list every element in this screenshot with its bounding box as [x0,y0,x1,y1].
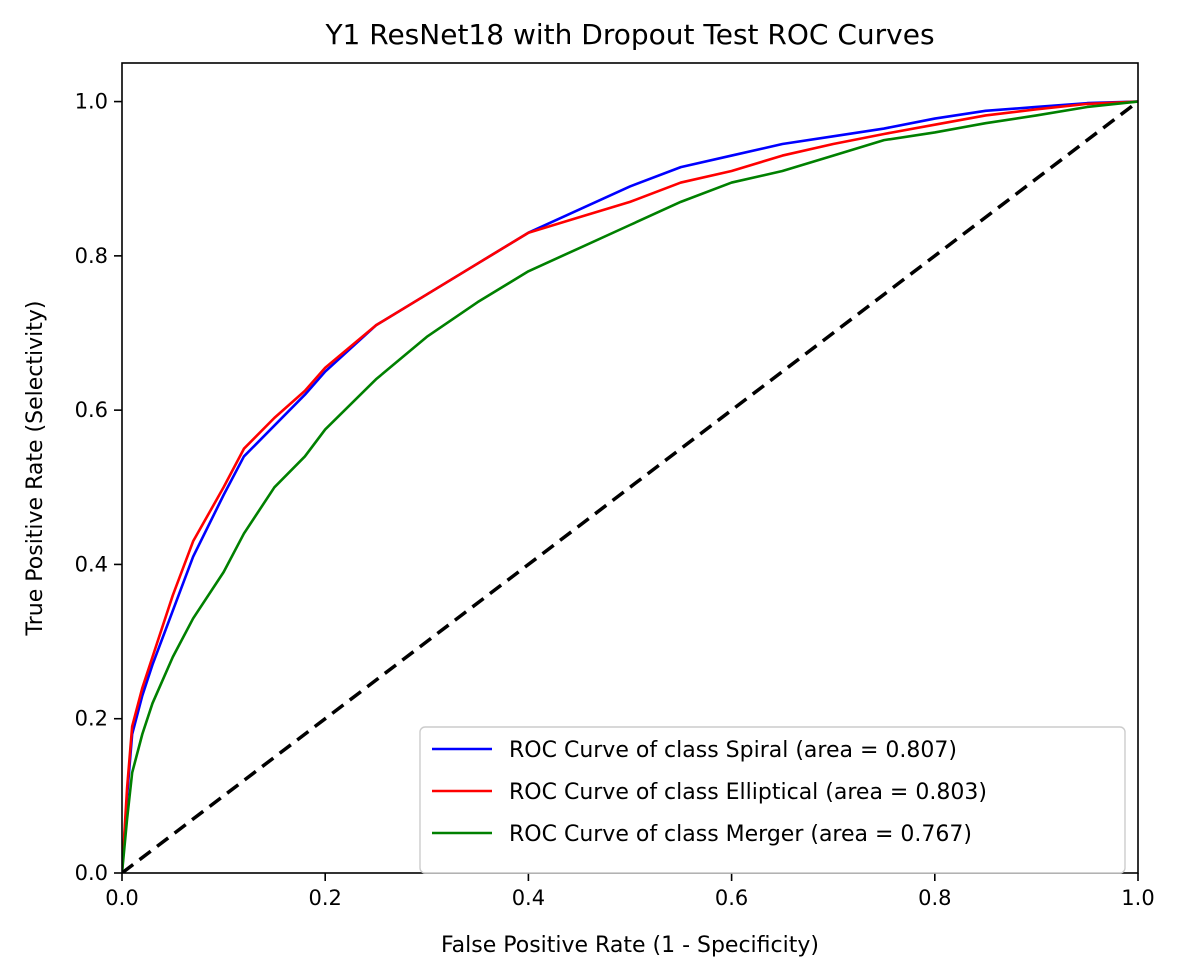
legend-label: ROC Curve of class Merger (area = 0.767) [509,822,972,847]
x-tick-label: 1.0 [1121,886,1154,910]
y-tick-label: 0.2 [75,707,108,731]
x-tick-label: 0.6 [715,886,748,910]
y-tick-label: 1.0 [75,90,108,114]
series-line-elliptical [122,100,1138,873]
x-tick-label: 0.2 [308,886,341,910]
x-tick-label: 0.0 [105,886,138,910]
legend: ROC Curve of class Spiral (area = 0.807)… [419,726,1126,874]
x-axis-label: False Positive Rate (1 - Specificity) [441,933,819,958]
x-tick-label: 0.8 [918,886,951,910]
x-tick-label: 0.4 [512,886,545,910]
chart-title: Y1 ResNet18 with Dropout Test ROC Curves [324,18,934,51]
series-line-diagonal-reference [122,100,1138,873]
y-tick-label: 0.4 [75,552,108,576]
legend-label: ROC Curve of class Elliptical (area = 0.… [509,780,987,805]
y-tick-label: 0.6 [75,398,108,422]
y-axis-label: True Positive Rate (Selectivity) [23,301,48,637]
series-line-merger [122,100,1138,873]
y-tick-label: 0.0 [75,861,108,885]
y-tick-label: 0.8 [75,244,108,268]
legend-box [419,726,1126,874]
legend-label: ROC Curve of class Spiral (area = 0.807) [509,738,957,763]
